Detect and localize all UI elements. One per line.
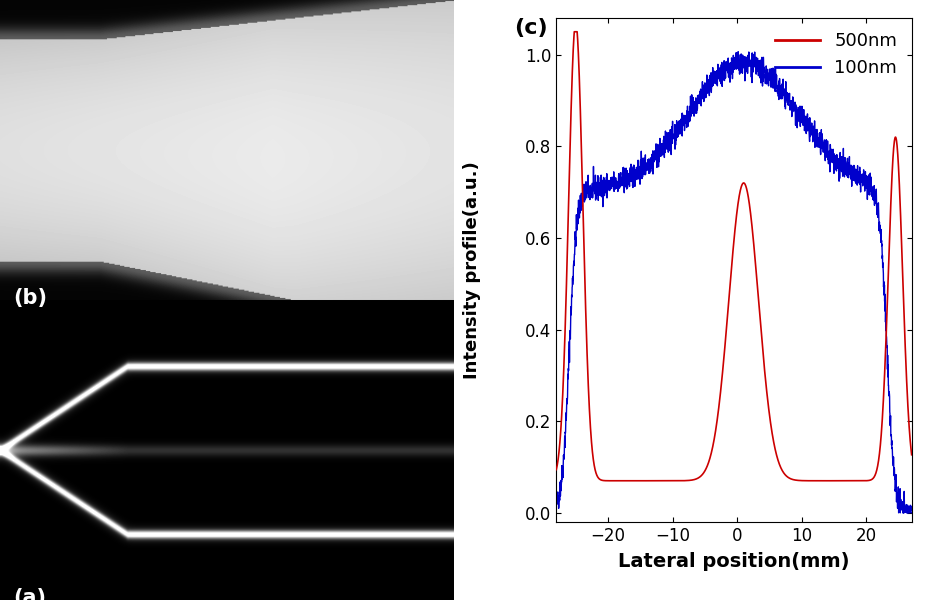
Text: Intensity profile(a.u.): Intensity profile(a.u.) [463, 161, 482, 379]
Text: (b): (b) [14, 288, 48, 308]
X-axis label: Lateral position(mm): Lateral position(mm) [618, 552, 850, 571]
Legend: 500nm, 100nm: 500nm, 100nm [770, 27, 902, 83]
Text: (c): (c) [513, 18, 547, 38]
Text: (a): (a) [14, 588, 47, 600]
